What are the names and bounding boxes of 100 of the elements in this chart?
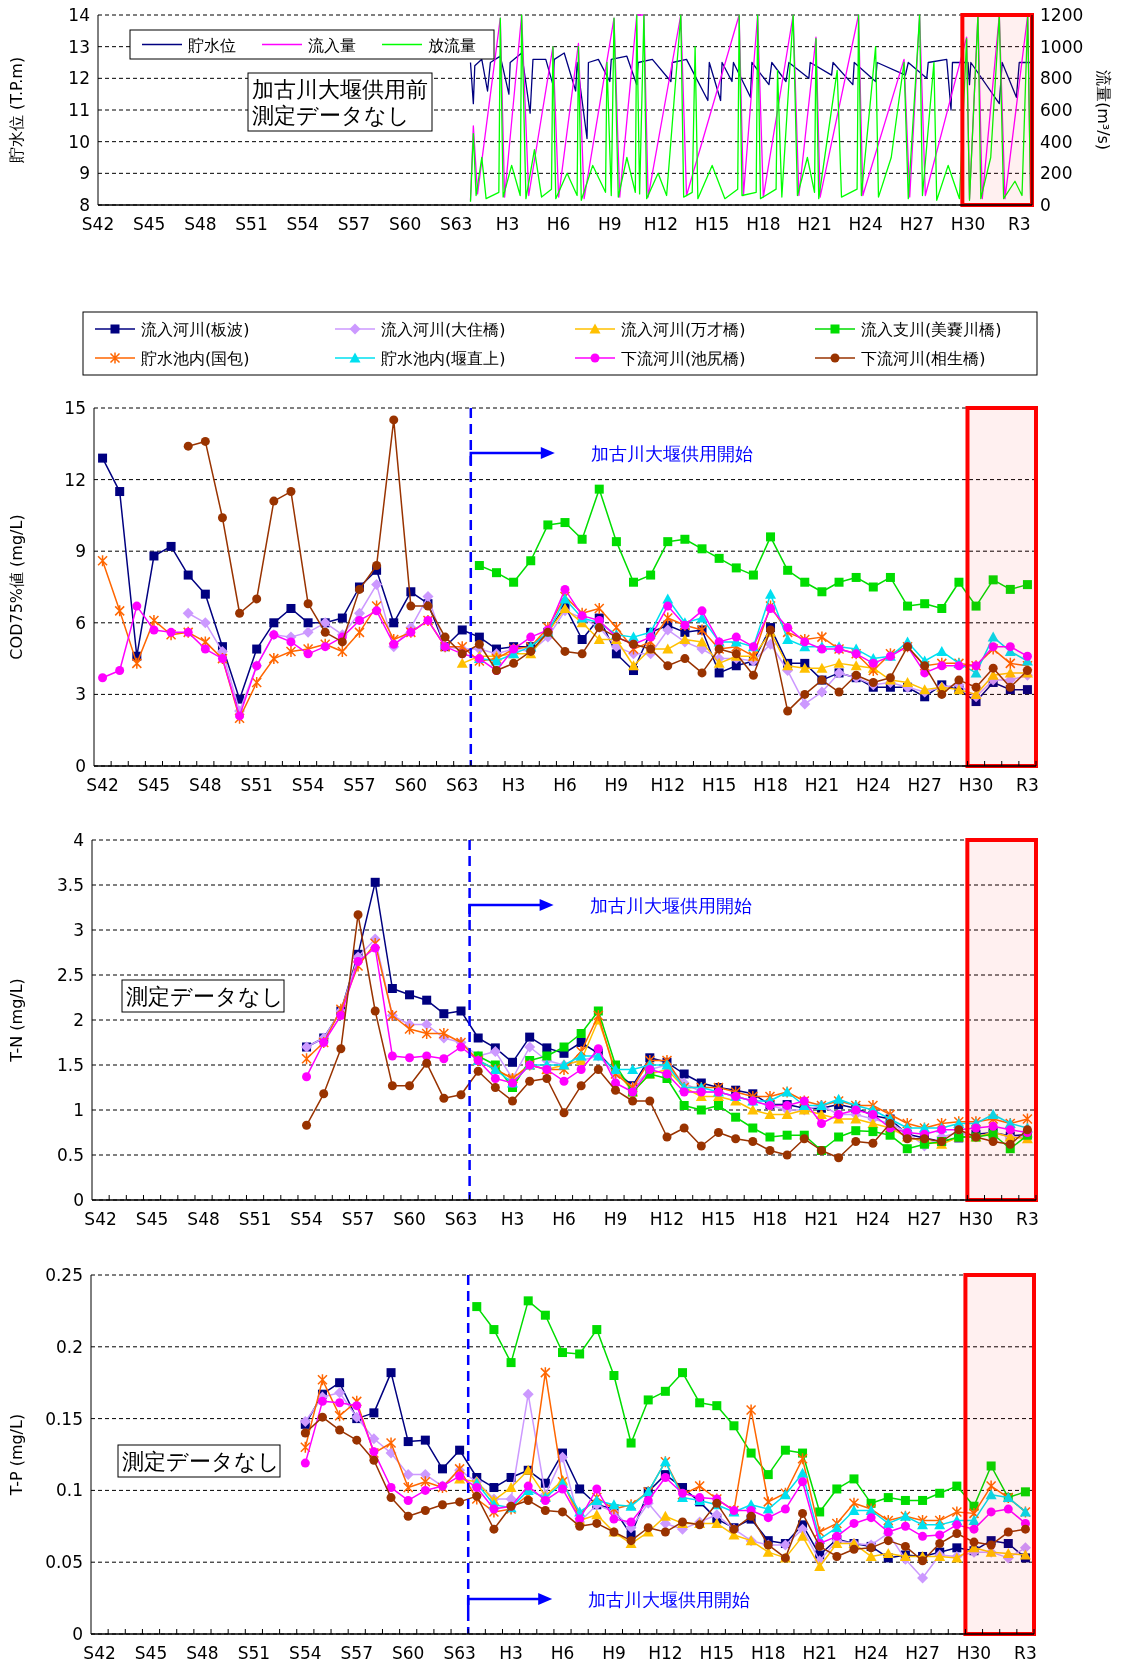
y-axis-title: 貯水位 (T.P.m) bbox=[7, 56, 26, 164]
x-tick-label: S45 bbox=[132, 214, 166, 234]
x-tick-label: S63 bbox=[440, 214, 473, 234]
legend-label: 流入河川(万才橋) bbox=[621, 320, 746, 339]
legend-label: 貯水池内(国包) bbox=[141, 349, 250, 368]
legend-label: 貯水池内(堰直上) bbox=[381, 349, 506, 368]
x-tick-label: H3 bbox=[501, 775, 526, 795]
x-tick-label: R3 bbox=[1007, 214, 1031, 234]
annotation: 加古川大堰供用前 bbox=[252, 77, 428, 102]
y-tick-label: 9 bbox=[75, 541, 86, 562]
y2-tick-label: 800 bbox=[1040, 68, 1073, 89]
legend-label: 流入河川(板波) bbox=[141, 320, 250, 339]
y-tick-label: 3 bbox=[73, 920, 84, 940]
x-tick-label: S45 bbox=[137, 775, 171, 795]
annotation: 測定データなし bbox=[252, 103, 410, 128]
x-tick-label: H15 bbox=[694, 214, 730, 234]
x-tick-label: S63 bbox=[446, 775, 479, 795]
x-tick-label: S60 bbox=[388, 214, 422, 234]
annotation: 測定データなし bbox=[126, 984, 284, 1009]
y-tick-label: 0.15 bbox=[45, 1408, 83, 1429]
x-tick-label: S60 bbox=[393, 1209, 426, 1229]
y2-tick-label: 400 bbox=[1040, 131, 1073, 152]
x-tick-label: S57 bbox=[340, 1643, 373, 1663]
x-tick-label: S51 bbox=[238, 1209, 272, 1229]
x-tick-label: H3 bbox=[495, 214, 520, 234]
y-tick-label: 2 bbox=[73, 1010, 84, 1030]
x-tick-label: S48 bbox=[189, 775, 222, 795]
x-tick-label: S48 bbox=[184, 214, 217, 234]
x-tick-label: H24 bbox=[856, 775, 891, 795]
x-tick-label: H3 bbox=[499, 1643, 523, 1663]
y-tick-label: 0 bbox=[75, 756, 86, 776]
x-tick-label: R3 bbox=[1014, 1643, 1037, 1663]
y-tick-label: 15 bbox=[64, 398, 86, 418]
x-tick-label: H27 bbox=[907, 1209, 942, 1229]
legend-label: 下流河川(池尻橋) bbox=[621, 349, 746, 368]
x-tick-label: H6 bbox=[552, 1209, 576, 1229]
x-tick-label: H12 bbox=[650, 775, 685, 795]
y-tick-label: 0.05 bbox=[45, 1552, 83, 1573]
y-tick-label: 9 bbox=[79, 163, 90, 184]
x-tick-label: S42 bbox=[81, 214, 115, 234]
y-tick-label: 0.5 bbox=[56, 1145, 84, 1165]
y-tick-label: 12 bbox=[68, 68, 90, 89]
legend-label: 流入量 bbox=[308, 35, 356, 55]
x-tick-label: H21 bbox=[804, 1209, 839, 1229]
y-tick-label: 4 bbox=[73, 830, 84, 850]
x-tick-label: S54 bbox=[290, 1209, 323, 1229]
x-tick-label: S42 bbox=[86, 775, 119, 795]
legend-label: 流入河川(大住橋) bbox=[381, 320, 506, 339]
x-tick-label: H18 bbox=[746, 214, 781, 234]
y-tick-label: 2.5 bbox=[56, 965, 84, 985]
x-tick-label: H18 bbox=[753, 775, 788, 795]
x-tick-label: H30 bbox=[958, 775, 994, 795]
x-tick-label: S51 bbox=[235, 214, 268, 234]
x-tick-label: H12 bbox=[643, 214, 679, 234]
legend-label: 貯水位 bbox=[188, 35, 236, 55]
y-tick-label: 14 bbox=[68, 5, 90, 25]
x-tick-label: H9 bbox=[598, 214, 622, 234]
x-tick-label: H27 bbox=[899, 214, 935, 234]
x-tick-label: S42 bbox=[84, 1209, 117, 1229]
x-tick-label: H12 bbox=[649, 1209, 685, 1229]
x-tick-label: S54 bbox=[286, 214, 319, 234]
y-tick-label: 3.5 bbox=[56, 875, 84, 895]
x-tick-label: R3 bbox=[1016, 775, 1039, 795]
x-tick-label: H24 bbox=[853, 1643, 889, 1663]
x-tick-label: H21 bbox=[802, 1643, 837, 1663]
x-tick-label: H21 bbox=[797, 214, 832, 234]
x-tick-label: S57 bbox=[341, 1209, 375, 1229]
x-tick-label: H9 bbox=[602, 1643, 626, 1663]
x-tick-label: S57 bbox=[343, 775, 376, 795]
y2-tick-label: 600 bbox=[1040, 100, 1073, 120]
x-tick-label: S48 bbox=[186, 1643, 219, 1663]
x-tick-label: H30 bbox=[950, 214, 986, 234]
x-tick-label: H18 bbox=[751, 1643, 786, 1663]
x-tick-label: S63 bbox=[443, 1643, 476, 1663]
x-tick-label: S51 bbox=[240, 775, 273, 795]
x-tick-label: S60 bbox=[394, 775, 428, 795]
y-tick-label: 12 bbox=[64, 469, 86, 490]
annotation: 測定データなし bbox=[122, 1449, 280, 1474]
x-tick-label: R3 bbox=[1016, 1209, 1039, 1229]
x-tick-label: H27 bbox=[907, 775, 942, 795]
x-tick-label: H6 bbox=[546, 214, 571, 234]
legend-label: 流入支川(美嚢川橋) bbox=[861, 320, 1002, 339]
x-tick-label: H9 bbox=[603, 1209, 628, 1229]
legend-label: 下流河川(相生橋) bbox=[861, 349, 986, 368]
x-tick-label: H15 bbox=[701, 1209, 736, 1229]
x-tick-label: H6 bbox=[550, 1643, 575, 1663]
y-tick-label: 0.1 bbox=[55, 1480, 83, 1501]
y-tick-label: 6 bbox=[75, 612, 86, 633]
x-tick-label: H24 bbox=[848, 214, 883, 234]
y2-tick-label: 0 bbox=[1040, 195, 1051, 215]
x-tick-label: H30 bbox=[956, 1643, 992, 1663]
x-tick-label: S45 bbox=[135, 1209, 169, 1229]
x-tick-label: S54 bbox=[289, 1643, 322, 1663]
x-tick-label: H27 bbox=[905, 1643, 940, 1663]
y-tick-label: 10 bbox=[68, 131, 90, 152]
y-axis-title: T-P (mg/L) bbox=[7, 1413, 26, 1497]
y-tick-label: 8 bbox=[79, 195, 90, 215]
x-tick-label: S54 bbox=[291, 775, 325, 795]
x-tick-label: S51 bbox=[237, 1643, 271, 1663]
ref-line-label: 加古川大堰供用開始 bbox=[590, 443, 753, 464]
